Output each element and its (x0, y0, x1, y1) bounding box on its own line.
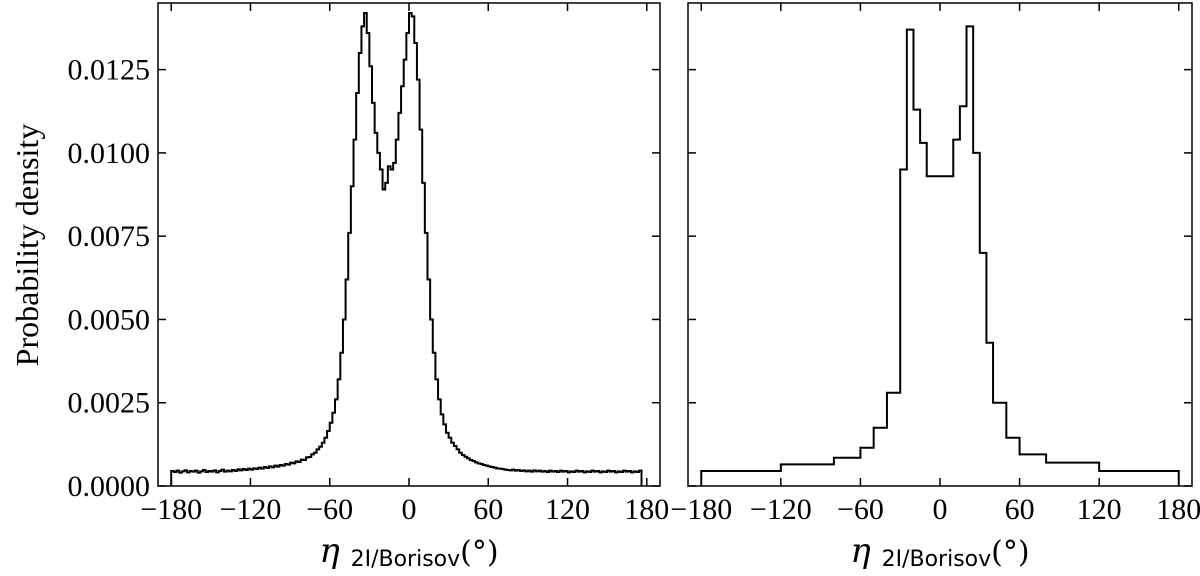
x-tick-label: 180 (1156, 493, 1200, 526)
y-tick-label: 0.0000 (68, 470, 151, 503)
panel-right: −180 −120 −60 0 60 120 180 η 2I/Borisov(°) (670, 2, 1200, 572)
y-axis-label: Probability density (9, 124, 45, 367)
axes-frame (687, 2, 1193, 487)
x-tick-label: −180 (670, 493, 732, 526)
x-tick-label: 0 (933, 493, 948, 526)
x-axis-label: η 2I/Borisov(°) (850, 531, 1029, 572)
x-tick-label: 120 (1077, 493, 1122, 526)
x-tick-label: 60 (473, 493, 503, 526)
y-tick-label: 0.0050 (68, 303, 151, 336)
x-tick-label: −120 (220, 493, 282, 526)
panel-left: −180 −120 −60 0 60 120 180 0.0000 0.0025 0.0050 0.… (68, 2, 669, 572)
x-axis-label: η 2I/Borisov(°) (319, 531, 498, 572)
histogram-series (700, 25, 1180, 486)
x-tick-label: 0 (402, 493, 417, 526)
y-tick-label: 0.0100 (68, 137, 151, 170)
y-tick-label: 0.0075 (68, 220, 151, 253)
x-tick-label: 60 (1005, 493, 1035, 526)
histogram-series (170, 11, 643, 486)
x-tick-label: −60 (306, 493, 353, 526)
axes-frame (157, 2, 661, 487)
x-tick-label: −180 (140, 493, 202, 526)
x-tick-label: −120 (750, 493, 812, 526)
y-tick-label: 0.0025 (68, 387, 151, 420)
x-tick-label: 180 (624, 493, 669, 526)
x-tick-label: 120 (545, 493, 590, 526)
x-tick-label: −60 (837, 493, 884, 526)
y-tick-label: 0.0125 (68, 54, 151, 87)
